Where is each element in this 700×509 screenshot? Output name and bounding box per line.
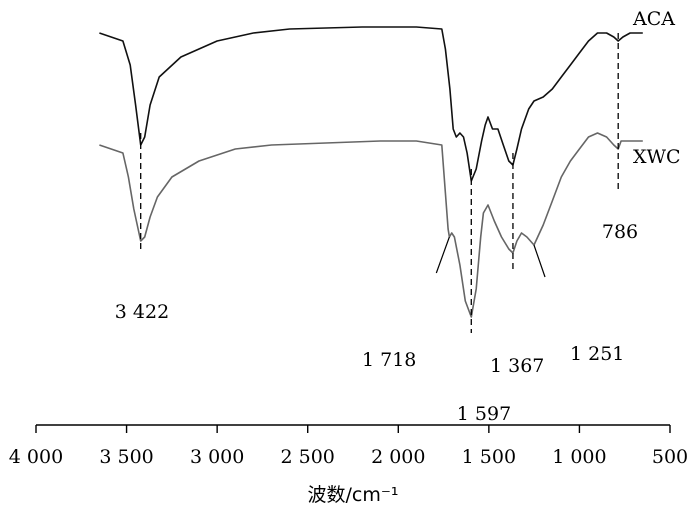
x-axis-ticks: 4 000 3 500 3 000 2 500 2 000 1 500 1 000 500 bbox=[9, 425, 688, 468]
leader-1251 bbox=[533, 244, 546, 278]
series-line-aca bbox=[99, 26, 643, 182]
peak-label-3422: 3 422 bbox=[115, 301, 169, 323]
peak-label-1251: 1 251 bbox=[570, 343, 624, 365]
plot-area bbox=[99, 26, 643, 333]
x-tick-label-1000: 1 000 bbox=[552, 446, 606, 468]
x-tick-label-2000: 2 000 bbox=[371, 446, 425, 468]
series-label-xwc: XWC bbox=[633, 146, 681, 168]
x-tick-label-3000: 3 000 bbox=[190, 446, 244, 468]
leader-1718 bbox=[435, 236, 450, 274]
x-tick-label-500: 500 bbox=[652, 446, 688, 468]
annotations: ACA XWC 3 422 1 718 1 597 1 367 1 251 78… bbox=[115, 8, 681, 425]
peak-label-1597: 1 597 bbox=[457, 403, 511, 425]
peak-label-786: 786 bbox=[602, 221, 638, 243]
x-tick-label-3500: 3 500 bbox=[99, 446, 153, 468]
x-tick-label-2500: 2 500 bbox=[281, 446, 335, 468]
series-line-xwc bbox=[99, 132, 643, 318]
peak-label-1367: 1 367 bbox=[490, 355, 544, 377]
x-tick-label-4000: 4 000 bbox=[9, 446, 63, 468]
x-axis-label: 波数/cm⁻¹ bbox=[307, 484, 398, 506]
x-tick-label-1500: 1 500 bbox=[462, 446, 516, 468]
peak-label-1718: 1 718 bbox=[362, 349, 416, 371]
series-label-aca: ACA bbox=[632, 8, 675, 30]
